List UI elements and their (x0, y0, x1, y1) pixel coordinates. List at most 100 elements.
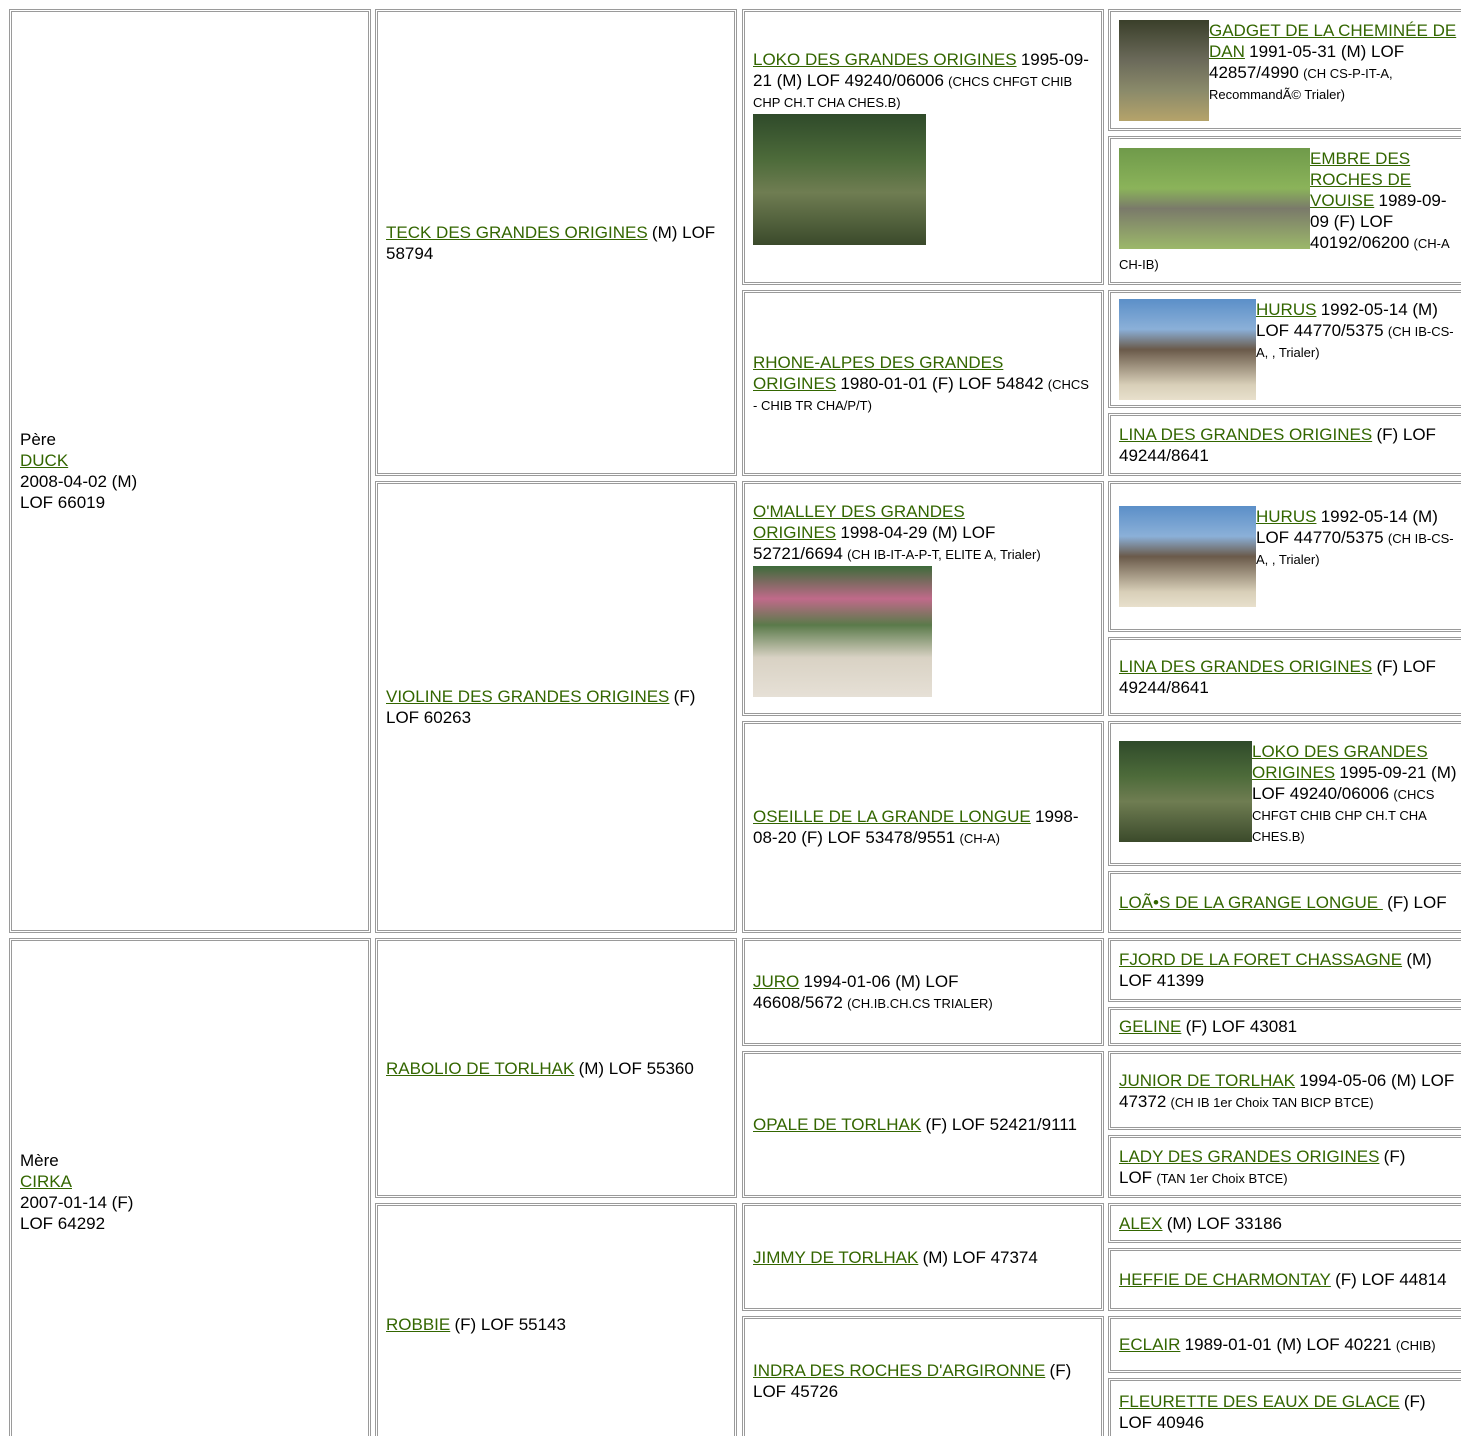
dog-details: (F) LOF 52421/9111 (925, 1115, 1077, 1134)
dog-name-link[interactable]: OPALE DE TORLHAK (753, 1115, 922, 1134)
pedigree-cell: JURO 1994-01-06 (M) LOF 46608/5672 (CH.IB.… (742, 938, 1104, 1046)
cell-content: HURUS 1992-05-14 (M) LOF 44770/5375 (CH IB… (1119, 298, 1461, 400)
dog-name-link[interactable]: TECK DES GRANDES ORIGINES (386, 222, 648, 242)
dog-name-link[interactable]: LOKO DES GRANDES ORIGINES (1252, 742, 1428, 782)
pedigree-cell: ECLAIR 1989-01-01 (M) LOF 40221 (CHIB) (1108, 1316, 1461, 1373)
cell-content: Mère CIRKA 2007-01-14 (F) LOF 64292 (20, 1150, 362, 1234)
dog-name-link[interactable]: GELINE (1119, 1017, 1182, 1036)
cell-content: LADY DES GRANDES ORIGINES (F) LOF (TAN 1er… (1119, 1146, 1461, 1188)
pedigree-cell: HURUS 1992-05-14 (M) LOF 44770/5375 (CH IB… (1108, 481, 1461, 632)
pedigree-cell: LINA DES GRANDES ORIGINES (F) LOF 49244/8… (1108, 637, 1461, 716)
cell-content: HEFFIE DE CHARMONTAY (F) LOF 44814 (1119, 1269, 1461, 1290)
dog-titles: (CHCS CHFGT CHIB CHP CH.T CHA CHES.B) (753, 74, 1073, 110)
dog-name-link[interactable]: HURUS (1256, 299, 1317, 319)
dog-titles: (CH-A) (959, 831, 1000, 846)
pedigree-cell: JIMMY DE TORLHAK (M) LOF 47374 (742, 1203, 1104, 1311)
dog-details: 1998-08-20 (F) LOF 53478/9551 (753, 807, 1079, 847)
pedigree-cell: FJORD DE LA FORET CHASSAGNE (M) LOF 41399 (1108, 938, 1461, 1002)
dog-name-link[interactable]: JURO (753, 972, 800, 991)
dog-titles: (CH IB-CS-A, , Trialer) (1256, 531, 1454, 567)
dog-details: (M) LOF 55360 (578, 1058, 694, 1078)
cell-content: FLEURETTE DES EAUX DE GLACE (F) LOF 40946 (1119, 1391, 1461, 1433)
pedigree-cell: ROBBIE (F) LOF 55143 (375, 1203, 737, 1436)
dog-details: 1995-09-21 (M) LOF 49240/06006 (753, 50, 1089, 90)
dog-name-link[interactable]: JIMMY DE TORLHAK (753, 1247, 919, 1267)
dog-name-link[interactable]: RABOLIO DE TORLHAK (386, 1058, 575, 1078)
dog-name-link[interactable]: EMBRE DES ROCHES DE VOUISE (1310, 148, 1412, 210)
dog-photo (1119, 298, 1256, 400)
cell-content: FJORD DE LA FORET CHASSAGNE (M) LOF 41399 (1119, 949, 1461, 991)
dog-details: (M) LOF 33186 (1166, 1213, 1282, 1233)
dog-name-link[interactable]: HURUS (1256, 507, 1317, 526)
dog-name-link[interactable]: LINA DES GRANDES ORIGINES (1119, 656, 1373, 676)
cell-content: ROBBIE (F) LOF 55143 (386, 1314, 728, 1335)
dog-name-link[interactable]: ECLAIR (1119, 1335, 1181, 1354)
dog-name-link[interactable]: LADY DES GRANDES ORIGINES (1119, 1146, 1380, 1166)
dog-name-link[interactable]: GADGET DE LA CHEMINÉE DE DAN (1209, 20, 1457, 61)
pedigree-cell: EMBRE DES ROCHES DE VOUISE 1989-09-09 (F)… (1108, 136, 1461, 285)
dog-details: (F) LOF (1387, 892, 1447, 912)
dog-details: (F) LOF (1119, 1146, 1406, 1187)
dog-name-link[interactable]: FJORD DE LA FORET CHASSAGNE (1119, 950, 1403, 969)
cell-content: LOÃ•S DE LA GRANGE LONGUE (F) LOF (1119, 892, 1461, 913)
dog-details: (F) LOF 49244/8641 (1119, 656, 1436, 697)
dog-name-link[interactable]: HEFFIE DE CHARMONTAY (1119, 1270, 1331, 1289)
cell-content: RABOLIO DE TORLHAK (M) LOF 55360 (386, 1058, 728, 1079)
dog-details: (M) LOF 47374 (922, 1247, 1038, 1267)
pedigree-cell: TECK DES GRANDES ORIGINES (M) LOF 58794 (375, 9, 737, 476)
dog-name-link[interactable]: RHONE-ALPES DES GRANDES ORIGINES (753, 352, 1004, 393)
cell-content: ALEX (M) LOF 33186 (1119, 1213, 1461, 1234)
dog-titles: (CHCS CHFGT CHIB CHP CH.T CHA CHES.B) (1252, 787, 1435, 844)
cell-content: RHONE-ALPES DES GRANDES ORIGINES 1980-01-… (753, 352, 1095, 415)
dog-name-link[interactable]: INDRA DES ROCHES D'ARGIRONNE (753, 1360, 1046, 1380)
dog-photo (753, 565, 932, 697)
dog-details: (M) LOF 41399 (1119, 950, 1432, 990)
dog-name-link[interactable]: OSEILLE DE LA GRANDE LONGUE (753, 807, 1031, 826)
dog-name-link[interactable]: CIRKA (20, 1171, 72, 1191)
dog-photo (1119, 19, 1209, 121)
dog-name-link[interactable]: FLEURETTE DES EAUX DE GLACE (1119, 1391, 1400, 1411)
dog-name-link[interactable]: O'MALLEY DES GRANDES ORIGINES (753, 501, 965, 542)
dog-name-link[interactable]: JUNIOR DE TORLHAK (1119, 1070, 1296, 1090)
pedigree-cell: HURUS 1992-05-14 (M) LOF 44770/5375 (CH IB… (1108, 290, 1461, 408)
dog-name-link[interactable]: ALEX (1119, 1213, 1163, 1233)
dog-name-link[interactable]: ROBBIE (386, 1314, 451, 1334)
dog-titles: (CH-A CH-IB) (1119, 235, 1449, 272)
dog-details: 1994-01-06 (M) LOF 46608/5672 (753, 972, 959, 1012)
dog-titles: (CH IB-IT-A-P-T, ELITE A, Trialer) (847, 546, 1041, 562)
dog-name-link[interactable]: LOÃ•S DE LA GRANGE LONGUE (1119, 892, 1383, 912)
dog-photo (753, 114, 926, 245)
pedigree-cell: RABOLIO DE TORLHAK (M) LOF 55360 (375, 938, 737, 1198)
cell-content: O'MALLEY DES GRANDES ORIGINES 1998-04-29 … (753, 501, 1095, 697)
dog-name-link[interactable]: DUCK (20, 451, 69, 470)
cell-content: GELINE (F) LOF 43081 (1119, 1016, 1461, 1037)
pedigree-cell: OSEILLE DE LA GRANDE LONGUE 1998-08-20 (F… (742, 721, 1104, 933)
pedigree-cell: Père DUCK 2008-04-02 (M) LOF 66019 (9, 9, 371, 933)
dog-name-link[interactable]: VIOLINE DES GRANDES ORIGINES (386, 687, 670, 706)
dog-titles: (CH IB-CS-A, , Trialer) (1256, 323, 1454, 360)
cell-content: JURO 1994-01-06 (M) LOF 46608/5672 (CH.IB.… (753, 971, 1095, 1013)
dog-name-link[interactable]: LINA DES GRANDES ORIGINES (1119, 424, 1373, 444)
pedigree-cell: LINA DES GRANDES ORIGINES (F) LOF 49244/8… (1108, 413, 1461, 476)
cell-content: INDRA DES ROCHES D'ARGIRONNE (F) LOF 4572… (753, 1360, 1095, 1402)
cell-content: GADGET DE LA CHEMINÉE DE DAN 1991-05-31 (… (1119, 19, 1461, 121)
parent-role: Mère (20, 1150, 59, 1170)
dog-photo (1119, 147, 1310, 249)
cell-content: TECK DES GRANDES ORIGINES (M) LOF 58794 (386, 222, 728, 264)
cell-content: ECLAIR 1989-01-01 (M) LOF 40221 (CHIB) (1119, 1334, 1461, 1355)
dog-details: 2007-01-14 (F) (20, 1192, 134, 1212)
pedigree-cell: O'MALLEY DES GRANDES ORIGINES 1998-04-29 … (742, 481, 1104, 716)
dog-details: 1995-09-21 (M) LOF 49240/06006 (1252, 763, 1457, 803)
dog-name-link[interactable]: LOKO DES GRANDES ORIGINES (753, 50, 1017, 69)
cell-content: VIOLINE DES GRANDES ORIGINES (F) LOF 6026… (386, 686, 728, 728)
cell-content: LOKO DES GRANDES ORIGINES 1995-09-21 (M) … (1119, 741, 1461, 846)
dog-details: (F) LOF 49244/8641 (1119, 424, 1436, 465)
pedigree-cell: FLEURETTE DES EAUX DE GLACE (F) LOF 40946 (1108, 1378, 1461, 1436)
cell-content: OSEILLE DE LA GRANDE LONGUE 1998-08-20 (F… (753, 806, 1095, 848)
dog-details: (F) LOF 55143 (454, 1314, 567, 1334)
dog-details: (F) LOF 60263 (386, 687, 696, 727)
dog-details: LOF 64292 (20, 1213, 106, 1233)
cell-content: JUNIOR DE TORLHAK 1994-05-06 (M) LOF 4737… (1119, 1070, 1461, 1112)
cell-content: Père DUCK 2008-04-02 (M) LOF 66019 (20, 429, 362, 513)
